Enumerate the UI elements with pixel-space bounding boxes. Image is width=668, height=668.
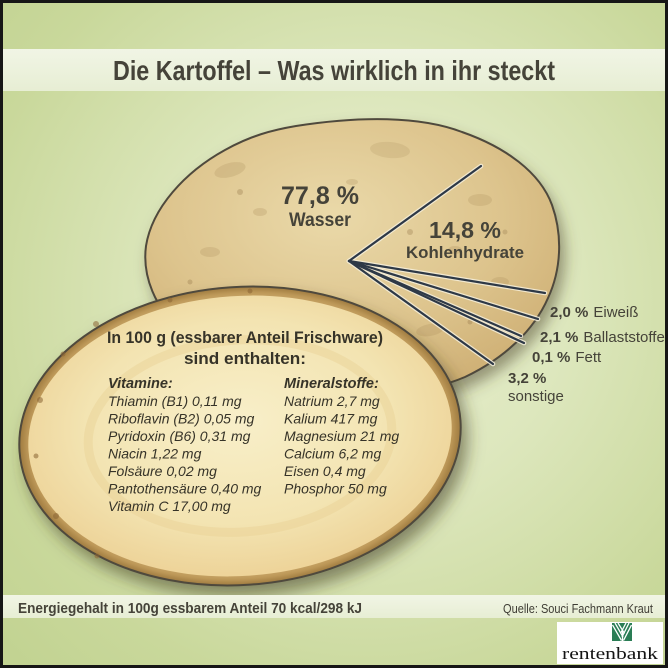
- mineral-item: Natrium 2,7 mg: [284, 393, 380, 409]
- minerals-list: Natrium 2,7 mg Kalium 417 mg Magnesium 2…: [284, 393, 399, 497]
- cut-potato: [18, 285, 462, 587]
- vitamin-item: Vitamin C 17,00 mg: [108, 498, 231, 514]
- slice-label-wasser-name: Wasser: [289, 210, 352, 231]
- rentenbank-logo: rentenbank: [557, 622, 663, 664]
- rentenbank-logo-icon-stripes: [612, 623, 632, 641]
- vitamins-list: Thiamin (B1) 0,11 mg Riboflavin (B2) 0,0…: [108, 393, 262, 514]
- slice-label-eiweiss-name: Eiweiß: [593, 304, 638, 321]
- slice-label-sonstige-value: 3,2 %: [508, 370, 546, 387]
- slice-label-ballaststoffe-value: 2,1 %: [540, 329, 578, 346]
- nutrition-heading-line1: In 100 g (essbarer Anteil Frischware): [107, 328, 383, 347]
- title-band: [0, 49, 668, 91]
- slice-label-sonstige-name: sonstige: [508, 388, 564, 405]
- slice-label-fett-value: 0,1 %: [532, 349, 570, 366]
- page-title: Die Kartoffel – Was wirklich in ihr stec…: [113, 55, 555, 86]
- vitamin-item: Folsäure 0,02 mg: [108, 463, 217, 479]
- pie-slice-lines: [346, 163, 548, 367]
- slice-line-wasser-kohlenhydrate: [347, 164, 483, 263]
- energy-band: [0, 595, 668, 618]
- slice-line-sonstige-wasser: [347, 259, 495, 366]
- slice-label-fett-name: Fett: [575, 349, 602, 366]
- slice-line-eiweiss-ballaststoffe: [347, 259, 540, 321]
- slice-label-kohlenhydrate-value: 14,8 %: [429, 217, 501, 243]
- slice-label-kohlenhydrate-name: Kohlenhydrate: [406, 243, 524, 262]
- minerals-header: Mineralstoffe:: [284, 376, 379, 392]
- vitamin-item: Niacin 1,22 mg: [108, 446, 202, 462]
- nutrition-heading-line2: sind enthalten:: [184, 349, 306, 368]
- slice-label-ballaststoffe: 2,1 % Ballaststoffe: [540, 329, 665, 346]
- mineral-item: Magnesium 21 mg: [284, 428, 399, 444]
- source-text: Quelle: Souci Fachmann Kraut: [503, 601, 653, 616]
- slice-label-eiweiss: 2,0 % Eiweiß: [550, 304, 638, 321]
- slice-label-wasser-value: 77,8 %: [281, 182, 359, 210]
- slice-label-fett: 0,1 % Fett: [532, 349, 602, 366]
- slice-label-eiweiss-value: 2,0 %: [550, 304, 588, 321]
- cut-potato-peel-spots: [33, 288, 253, 559]
- mineral-item: Calcium 6,2 mg: [284, 446, 381, 462]
- vitamin-item: Pantothensäure 0,40 mg: [108, 481, 262, 497]
- vitamin-item: Thiamin (B1) 0,11 mg: [108, 393, 242, 409]
- slice-line-kohlenhydrate-eiweiss: [347, 259, 547, 295]
- vitamin-item: Pyridoxin (B6) 0,31 mg: [108, 428, 251, 444]
- cut-potato-vascular-ring: [83, 335, 397, 537]
- energy-text: Energiegehalt in 100g essbarem Anteil 70…: [18, 600, 362, 617]
- mineral-item: Phosphor 50 mg: [284, 481, 387, 497]
- rentenbank-logo-box: [557, 622, 663, 664]
- potato-skin-speckles: [187, 141, 509, 355]
- slice-line-fett-sonstige: [347, 259, 526, 345]
- mineral-item: Kalium 417 mg: [284, 411, 378, 427]
- mineral-item: Eisen 0,4 mg: [284, 463, 366, 479]
- slice-label-ballaststoffe-name: Ballaststoffe: [583, 329, 664, 346]
- rentenbank-logo-text: rentenbank: [562, 644, 659, 663]
- vitamin-item: Riboflavin (B2) 0,05 mg: [108, 411, 255, 427]
- vitamins-header: Vitamine:: [108, 376, 173, 392]
